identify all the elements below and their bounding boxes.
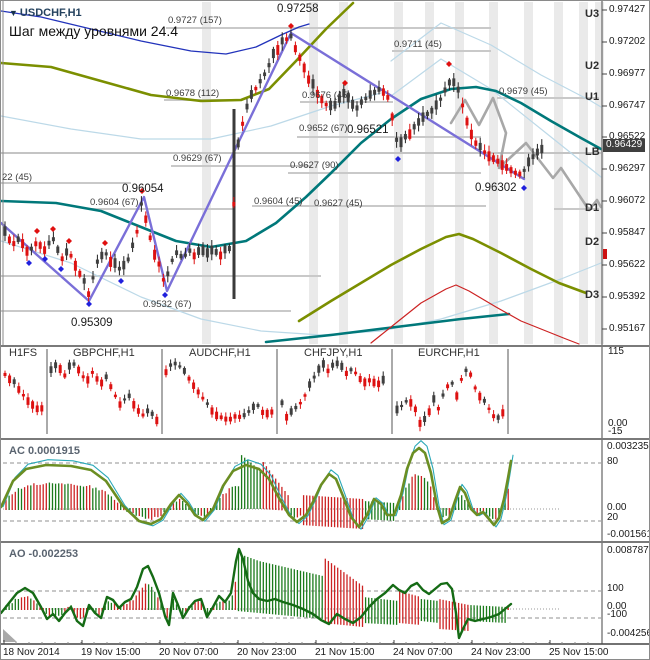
time-axis-label: 18 Nov 2014 [3,647,60,658]
level-label: 0.9678 (112) [166,88,220,99]
mini-symbol-label: H1FS [9,347,38,359]
price-tick-label: 0.95622 [609,259,646,270]
time-axis-label: 20 Nov 07:00 [159,647,219,658]
band-label-d1: D1 [585,202,600,214]
price-tick-label: 0.96747 [609,100,646,111]
level-label: 0.9676 (45) [302,90,351,101]
time-axis-label: 25 Nov 15:00 [549,647,609,658]
level-label: 0.9604 (67) [90,197,139,208]
symbol-dropdown-icon[interactable]: ▼ [9,8,18,18]
band-label-u2: U2 [585,60,600,72]
mini-axis-label: -15 [608,426,623,437]
levels-step-annotation: Шаг между уровнями 24.4 [9,23,179,39]
symbol-selector[interactable]: ▼ USDCHF,H1 [9,8,82,19]
mini-symbol-label: CHFJPY,H1 [304,347,363,359]
ac-axis-label: 20 [607,512,619,523]
ao-axis-label: -100 [607,609,628,620]
price-tick-label: 0.96977 [609,68,646,79]
symbol-label: USDCHF,H1 [19,7,82,19]
level-label: 0.9727 (157) [168,15,222,26]
ao-axis-label: 100 [607,583,624,594]
ao-axis-label: -0.004256 [607,628,650,639]
price-tick-label: 0.97202 [609,36,646,47]
level-label: 0.9532 (67) [143,299,192,310]
mini-symbol-label: GBPCHF,H1 [73,347,135,359]
time-axis-label: 21 Nov 15:00 [315,647,375,658]
ac-axis-label: 0.00 [607,502,627,513]
band-label-u1: U1 [585,91,600,103]
swing-price-label: 0.97258 [277,3,319,15]
level-label: 22 (45) [2,172,33,183]
band-label-lb: LB [585,146,600,158]
ac-axis-label: -0.001561 [607,529,650,540]
price-tick-label: 0.96297 [609,163,646,174]
swing-price-label: 0.96302 [475,182,517,194]
ac-axis-label: 80 [607,456,619,467]
ao-axis-label: 0.008787 [607,545,649,556]
price-tick-label: 0.96072 [609,195,646,206]
level-label: 0.9652 (67) [299,123,348,134]
band-label-d3: D3 [585,289,600,301]
time-axis-label: 24 Nov 23:00 [471,647,531,658]
price-tick-label: 0.95392 [609,291,646,302]
price-tick-label: 0.97427 [609,4,646,15]
level-label: 0.9627 (90) [290,160,339,171]
ac-indicator-label: AC 0.0001915 [9,445,80,457]
mini-symbol-label: EURCHF,H1 [418,347,480,359]
swing-price-label: 0.96521 [347,124,389,136]
ao-axis-label: 0.00 [607,601,627,612]
ao-indicator-label: AO -0.002253 [9,548,79,560]
time-axis-label: 24 Nov 07:00 [393,647,453,658]
level-label: 0.9627 (45) [314,198,363,209]
current-price-tag: 0.96429 [603,139,646,152]
time-axis-label: 19 Nov 15:00 [81,647,141,658]
mini-symbol-label: AUDCHF,H1 [189,347,251,359]
price-tick-label: 0.96522 [609,131,646,142]
band-label-d2: D2 [585,236,600,248]
level-label: 0.9679 (45) [499,86,548,97]
price-tick-label: 0.95847 [609,227,646,238]
mini-axis-label: 115 [608,346,624,357]
level-label: 0.9604 (45) [254,196,303,207]
time-axis-label: 20 Nov 23:00 [237,647,297,658]
ac-axis-label: 0.003235 [607,441,649,452]
level-label: 0.9711 (45) [394,39,442,50]
level-label: 0.9629 (67) [173,153,222,164]
price-tick-label: 0.95167 [609,323,646,334]
mini-axis-label: 0.00 [608,418,628,429]
swing-price-label: 0.95309 [71,317,113,329]
band-label-u3: U3 [585,8,600,20]
swing-price-label: 0.96054 [122,183,164,195]
